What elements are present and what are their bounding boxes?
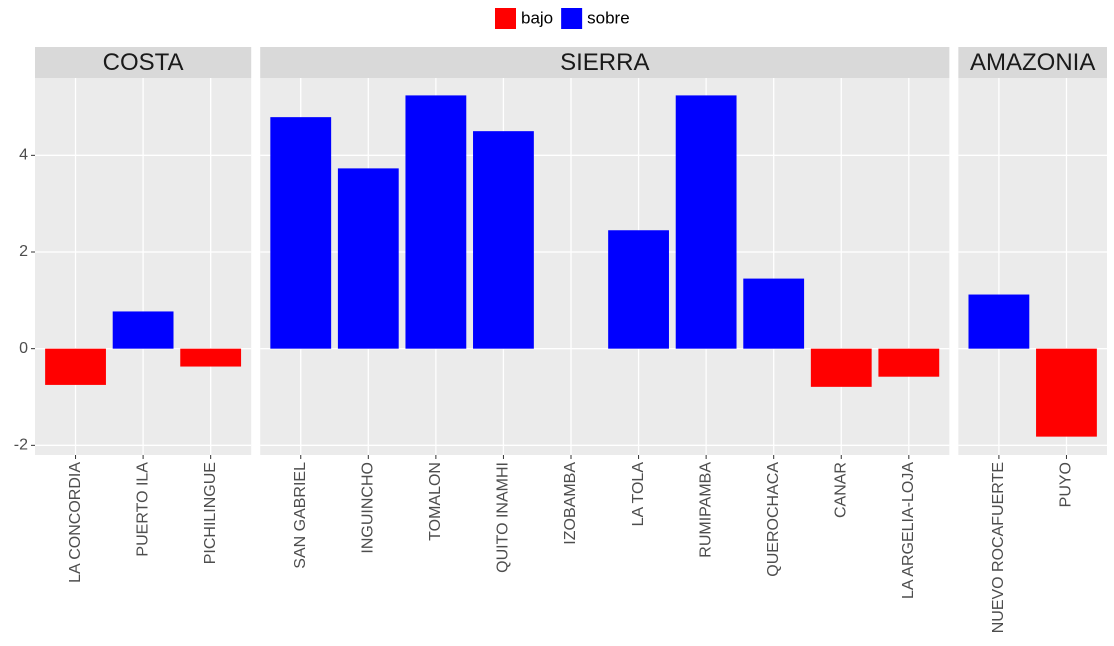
x-tick-label: CANAR: [832, 462, 849, 518]
bar: [878, 348, 940, 377]
x-tick-label: QUITO INAMHI: [495, 462, 512, 573]
x-tick-label: LA CONCORDIA: [67, 462, 84, 583]
strip-background: [958, 47, 1107, 78]
bar: [270, 117, 332, 349]
x-tick-label: QUEROCHACA: [765, 462, 782, 577]
bar: [1036, 348, 1097, 437]
strip-title: SIERRA: [560, 49, 649, 76]
bar: [405, 95, 467, 349]
x-tick-label: LA ARGELIA-LOJA: [900, 462, 917, 599]
bar: [675, 95, 737, 349]
bar: [608, 230, 669, 349]
x-tick-label: PUYO: [1058, 462, 1075, 507]
bar: [810, 348, 872, 387]
strip-title: COSTA: [103, 49, 184, 76]
legend-label: sobre: [587, 8, 630, 27]
strip-background: [35, 47, 252, 78]
legend-swatch: [495, 8, 516, 29]
x-tick-label: NUEVO ROCAFUERTE: [990, 462, 1007, 633]
y-tick-label: -2: [14, 437, 28, 454]
bar: [180, 348, 242, 367]
bar: [337, 168, 399, 349]
legend-swatch: [561, 8, 583, 29]
bar: [743, 278, 805, 349]
bar: [968, 294, 1030, 349]
x-tick-label: INGUINCHO: [360, 462, 377, 554]
x-tick-label: SAN GABRIEL: [292, 462, 309, 569]
x-tick-label: IZOBAMBA: [562, 462, 579, 545]
strip-title: AMAZONIA: [970, 49, 1095, 76]
x-tick-label: PICHILINGUE: [202, 462, 219, 564]
strip-background: [260, 47, 950, 78]
x-tick-label: PUERTO ILA: [134, 462, 151, 557]
bar: [112, 311, 174, 349]
y-tick-label: 4: [19, 147, 28, 164]
legend-label: bajo: [521, 8, 553, 27]
x-tick-label: TOMALON: [427, 462, 444, 541]
bar: [473, 131, 534, 349]
y-tick-label: 2: [19, 243, 28, 260]
x-tick-label: RUMIPAMBA: [697, 462, 714, 558]
x-tick-label: LA TOLA: [630, 462, 647, 527]
y-tick-label: 0: [19, 340, 28, 357]
bar: [45, 348, 106, 385]
